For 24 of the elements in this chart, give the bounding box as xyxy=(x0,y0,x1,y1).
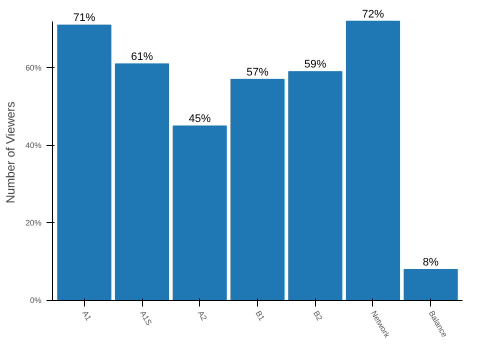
x-tick-label: A1S xyxy=(138,309,154,327)
bar xyxy=(172,125,227,300)
data-label: 45% xyxy=(188,112,211,125)
bar xyxy=(346,20,400,300)
data-label: 61% xyxy=(131,50,154,63)
y-tick-label: 20% xyxy=(25,218,42,228)
data-label: 57% xyxy=(246,66,269,78)
bar xyxy=(404,268,458,300)
x-tick-label: A2 xyxy=(196,309,209,323)
y-axis-title: Number of Viewers xyxy=(3,102,18,204)
y-tick-label: 40% xyxy=(25,140,42,150)
x-tick-label: A1 xyxy=(80,309,94,323)
data-label: 8% xyxy=(422,256,439,268)
data-label: 72% xyxy=(362,8,384,20)
y-tick-label: 0% xyxy=(30,296,42,305)
bar xyxy=(288,71,342,300)
bar xyxy=(57,24,112,300)
bar xyxy=(230,78,285,300)
data-label: 71% xyxy=(73,12,96,24)
y-tick-label: 60% xyxy=(25,63,42,72)
x-tick-label: B2 xyxy=(311,309,324,323)
bar xyxy=(114,63,170,300)
data-label: 59% xyxy=(304,58,326,71)
x-tick-label: B1 xyxy=(254,309,267,323)
